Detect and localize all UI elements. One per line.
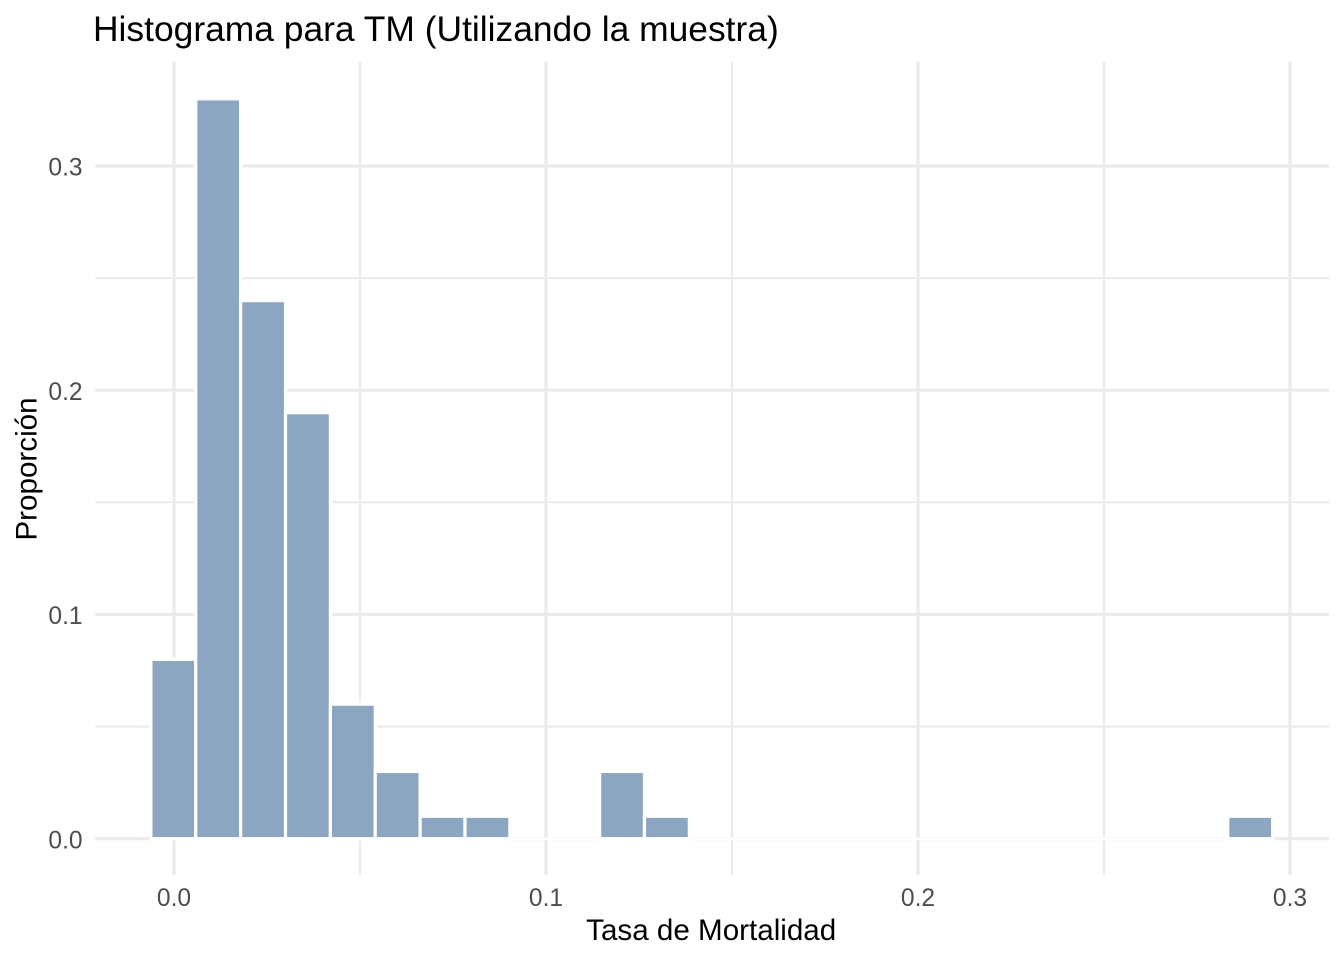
svg-text:0.3: 0.3 bbox=[48, 155, 82, 182]
svg-text:0.3: 0.3 bbox=[1273, 885, 1307, 912]
svg-text:0.1: 0.1 bbox=[529, 885, 563, 912]
svg-text:Histograma para TM (Utilizando: Histograma para TM (Utilizando la muestr… bbox=[93, 9, 779, 49]
svg-text:Tasa de Mortalidad: Tasa de Mortalidad bbox=[586, 914, 836, 947]
svg-text:0.1: 0.1 bbox=[48, 603, 82, 630]
svg-text:0.0: 0.0 bbox=[48, 827, 82, 854]
svg-text:0.0: 0.0 bbox=[157, 885, 191, 912]
svg-text:0.2: 0.2 bbox=[901, 885, 935, 912]
svg-text:0.2: 0.2 bbox=[48, 379, 82, 406]
svg-text:Proporción: Proporción bbox=[10, 397, 43, 540]
